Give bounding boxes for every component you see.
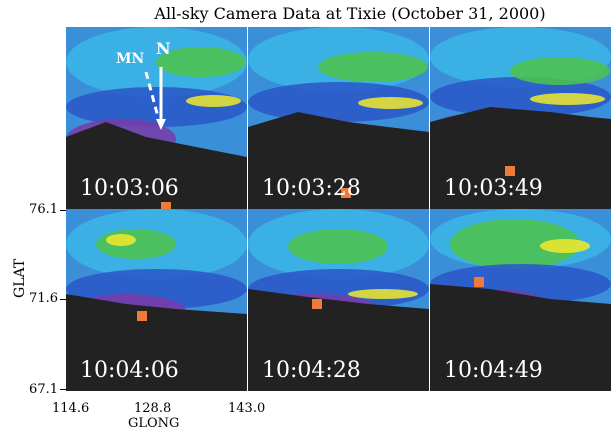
aurora-band (430, 77, 611, 117)
x-tick-right: 143.0 (228, 401, 266, 416)
ground-horizon (248, 112, 429, 209)
y-tick-top: 76.1 (29, 202, 58, 217)
aurora-image (430, 209, 611, 391)
y-axis-label: GLAT (12, 258, 28, 298)
ground-horizon (66, 294, 247, 391)
position-marker (137, 311, 148, 322)
aurora-band (540, 239, 590, 253)
aurora-image (66, 209, 247, 391)
x-tick-left: 114.6 (52, 401, 90, 416)
x-tick-mid: 128.8 (134, 401, 172, 416)
position-marker (160, 202, 171, 209)
timestamp-label: 10:04:28 (262, 358, 361, 383)
aurora-band (530, 93, 605, 105)
y-tickmark-top (60, 210, 66, 211)
y-tick-mid: 71.6 (29, 291, 58, 306)
aurora-band (66, 87, 247, 127)
aurora-band (318, 52, 428, 82)
timestamp-label: 10:04:49 (444, 358, 543, 383)
camera-panel-3: 10:03:49 (430, 27, 611, 209)
camera-panel-1: 10:03:06 N MN (66, 27, 247, 209)
y-tickmark-bottom (60, 389, 66, 390)
aurora-band (106, 234, 136, 246)
ground-horizon (430, 284, 611, 391)
position-marker (311, 298, 322, 309)
ground-horizon (430, 107, 611, 209)
aurora-image (66, 27, 247, 209)
aurora-band (510, 57, 610, 85)
aurora-band (288, 229, 388, 264)
timestamp-label: 10:03:06 (80, 176, 179, 201)
aurora-image (248, 209, 429, 391)
figure-title: All-sky Camera Data at Tixie (October 31… (154, 4, 546, 23)
north-label: N (156, 39, 171, 58)
position-marker (340, 187, 351, 198)
aurora-band (358, 97, 423, 109)
position-marker (473, 276, 484, 287)
camera-panel-4: 10:04:06 (66, 209, 247, 391)
camera-panel-2: 10:03:28 (248, 27, 429, 209)
x-axis-label: GLONG (128, 416, 180, 431)
aurora-band (248, 82, 429, 122)
y-tickmark-mid (60, 299, 66, 300)
image-grid: 10:03:06 N MN 10:03:28 10:03:49 10:04:06 1… (66, 27, 611, 391)
aurora-image (248, 27, 429, 209)
aurora-band (156, 47, 246, 77)
ground-horizon (66, 122, 247, 209)
camera-panel-6: 10:04:49 (430, 209, 611, 391)
camera-panel-5: 10:04:28 (248, 209, 429, 391)
aurora-image (430, 27, 611, 209)
timestamp-label: 10:04:06 (80, 358, 179, 383)
timestamp-label: 10:03:49 (444, 176, 543, 201)
position-marker (504, 165, 515, 176)
aurora-band (450, 219, 580, 269)
aurora-band (186, 95, 241, 107)
magnetic-north-label: MN (116, 51, 145, 67)
timestamp-label: 10:03:28 (262, 176, 361, 201)
y-tick-bottom: 67.1 (29, 382, 58, 397)
aurora-band (348, 289, 418, 299)
aurora-band (96, 229, 176, 259)
ground-horizon (248, 289, 429, 391)
